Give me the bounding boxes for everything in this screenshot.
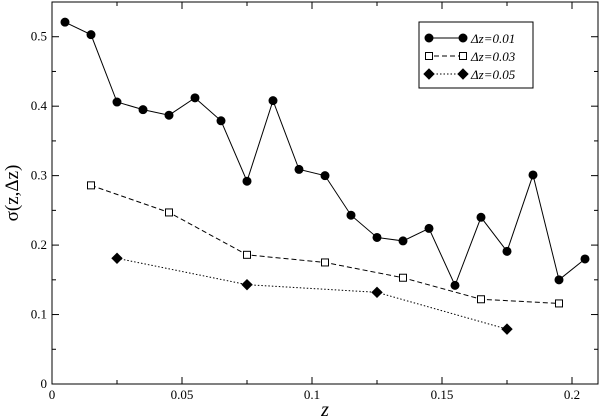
data-point bbox=[425, 52, 433, 60]
x-axis-title: z bbox=[320, 399, 329, 419]
data-point bbox=[528, 170, 538, 180]
data-point bbox=[424, 223, 434, 233]
y-tick-label: 0.4 bbox=[31, 98, 48, 113]
legend-entries: Δz=0.01 Δz=0.03 Δz=0.05 bbox=[423, 31, 516, 82]
legend-label: Δz=0.01 bbox=[470, 31, 515, 46]
data-point bbox=[243, 250, 251, 259]
data-point bbox=[371, 286, 383, 299]
data-point bbox=[372, 232, 382, 242]
x-tick-label: 0 bbox=[49, 387, 56, 402]
legend-item: Δz=0.01 bbox=[424, 31, 515, 46]
data-point bbox=[476, 212, 486, 222]
y-tick-label: 0.5 bbox=[31, 29, 47, 44]
data-point bbox=[216, 116, 226, 126]
data-point bbox=[450, 280, 460, 290]
data-point bbox=[268, 96, 278, 106]
series bbox=[111, 252, 513, 335]
x-tick-label: 0.15 bbox=[431, 387, 454, 402]
series-line bbox=[90, 184, 560, 304]
data-point bbox=[423, 68, 435, 80]
data-point bbox=[242, 176, 252, 186]
data-point bbox=[87, 181, 95, 190]
legend-item: Δz=0.05 bbox=[423, 67, 516, 82]
data-point bbox=[399, 273, 407, 282]
data-point bbox=[190, 93, 200, 103]
data-point bbox=[112, 97, 122, 107]
y-axis-title: σ(z,Δz) bbox=[2, 165, 23, 222]
data-point bbox=[554, 275, 564, 285]
legend: Δz=0.01 Δz=0.03 Δz=0.05 bbox=[418, 21, 534, 89]
axis-ticks: 0 0.05 0.1 0.15 0.2 0 0.1 0.2 0.3 0.4 0.5 bbox=[31, 2, 598, 402]
data-point bbox=[501, 323, 513, 335]
data-point bbox=[111, 252, 123, 264]
y-tick-label: 0.1 bbox=[31, 307, 47, 322]
data-point bbox=[477, 295, 485, 304]
x-tick-label: 0.05 bbox=[171, 387, 194, 402]
data-point bbox=[165, 208, 173, 217]
data-point bbox=[164, 110, 174, 120]
series bbox=[87, 181, 563, 308]
data-point bbox=[241, 278, 253, 291]
plot-series bbox=[60, 17, 590, 335]
data-point bbox=[294, 164, 304, 174]
y-tick-label: 0 bbox=[41, 376, 48, 391]
x-tick-label: 0.2 bbox=[564, 387, 580, 402]
plot-frame bbox=[51, 1, 599, 385]
data-point bbox=[346, 210, 356, 220]
data-point bbox=[457, 68, 469, 80]
data-point bbox=[458, 33, 468, 43]
data-point bbox=[138, 105, 148, 115]
data-point bbox=[555, 299, 563, 308]
series bbox=[60, 17, 590, 290]
data-point bbox=[321, 258, 329, 267]
data-point bbox=[398, 236, 408, 246]
data-point bbox=[580, 254, 590, 264]
data-point bbox=[86, 30, 96, 40]
legend-label: Δz=0.03 bbox=[470, 49, 516, 64]
legend-item: Δz=0.03 bbox=[425, 49, 516, 64]
data-point bbox=[320, 171, 330, 181]
data-point bbox=[459, 52, 467, 60]
legend-box bbox=[418, 21, 534, 89]
y-tick-label: 0.3 bbox=[31, 168, 47, 183]
y-tick-label: 0.2 bbox=[31, 237, 47, 252]
data-point bbox=[502, 246, 512, 256]
series-line bbox=[116, 257, 508, 330]
legend-label: Δz=0.05 bbox=[470, 67, 516, 82]
data-point bbox=[60, 17, 70, 27]
x-tick-label: 0.1 bbox=[304, 387, 320, 402]
data-point bbox=[424, 33, 434, 43]
